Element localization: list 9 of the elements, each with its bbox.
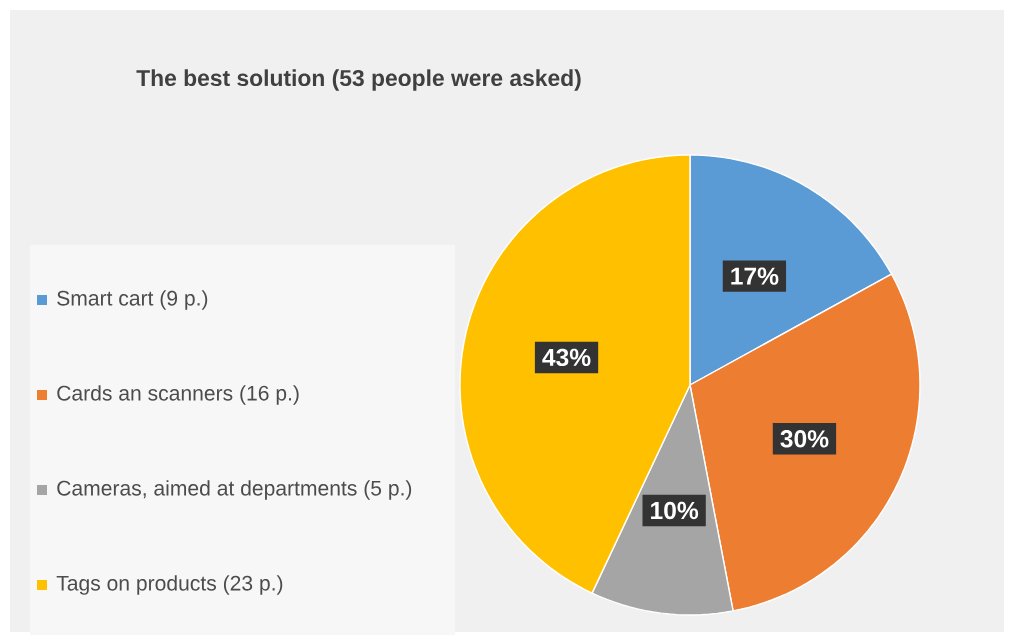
legend-label: Cameras, aimed at departments (5 p.): [57, 480, 412, 500]
data-label: 17%: [731, 267, 779, 285]
legend-label: Smart cart (9 p.): [57, 290, 208, 310]
data-label: 43%: [542, 348, 591, 367]
data-label: 10%: [651, 501, 699, 520]
chart-title: The best solution (53 people were asked): [136, 69, 581, 91]
legend-label: Tags on products (23 p.): [56, 575, 283, 595]
legend-label: Cards an scanners (16 p.): [57, 385, 299, 405]
data-label: 30%: [780, 430, 829, 448]
